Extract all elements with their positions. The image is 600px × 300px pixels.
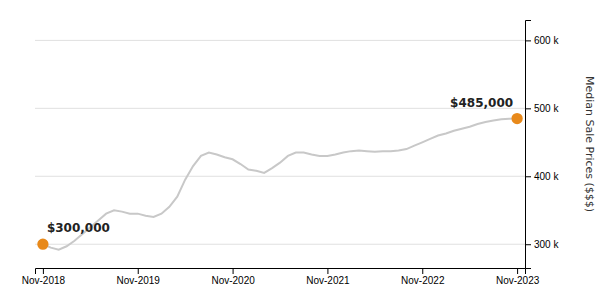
y-tick: 500 k [525, 103, 559, 114]
data-label: $300,000 [47, 221, 110, 235]
x-tick-label: Nov-2019 [117, 275, 161, 286]
x-tick: Nov-2021 [306, 268, 350, 286]
y-axis: 300 k 400 k 500 k 600 k [525, 21, 559, 269]
x-tick: Nov-2020 [211, 268, 255, 286]
y-axis-line [526, 21, 532, 269]
y-axis-title: Median Sale Prices ($$$) [583, 76, 596, 212]
data-label: $485,000 [450, 96, 513, 110]
y-tick-label: 300 k [534, 239, 559, 250]
x-tick-mark [327, 268, 328, 274]
grid-line [35, 176, 525, 177]
y-tick-mark [525, 244, 531, 245]
point [37, 239, 48, 250]
x-axis: Nov-2018 Nov-2019 Nov-2020 Nov-2021 Nov-2022… [22, 268, 540, 286]
x-tick-label: Nov-2018 [22, 275, 66, 286]
y-tick-label: 600 k [534, 35, 559, 46]
data-labels: $300,000 $485,000 [47, 96, 513, 236]
x-tick-mark [422, 268, 423, 274]
x-tick-label: Nov-2022 [401, 275, 445, 286]
y-tick: 400 k [525, 171, 559, 182]
x-tick-label: Nov-2021 [306, 275, 350, 286]
x-tick-mark [138, 268, 139, 274]
x-tick: Nov-2018 [22, 268, 66, 286]
chart: $300,000 $485,000 Nov-2018 Nov-2019 Nov-2020… [0, 0, 600, 300]
x-axis-line [36, 269, 526, 275]
y-tick-mark [525, 176, 531, 177]
x-tick: Nov-2023 [496, 268, 540, 286]
grid-line [35, 40, 525, 41]
y-tick-mark [525, 108, 531, 109]
x-tick-mark [517, 268, 518, 274]
marks [37, 113, 522, 250]
x-tick-mark [43, 268, 44, 274]
x-tick-label: Nov-2023 [496, 275, 540, 286]
x-tick: Nov-2022 [401, 268, 445, 286]
x-tick: Nov-2019 [117, 268, 161, 286]
x-tick-label: Nov-2020 [211, 275, 255, 286]
grid-line [35, 244, 525, 245]
y-tick: 600 k [525, 35, 559, 46]
y-tick-mark [525, 40, 531, 41]
line [43, 119, 517, 250]
point [511, 113, 522, 124]
y-tick: 300 k [525, 239, 559, 250]
y-tick-label: 500 k [534, 103, 559, 114]
plot-area: $300,000 $485,000 Nov-2018 Nov-2019 Nov-2020… [22, 21, 560, 287]
x-tick-mark [233, 268, 234, 274]
y-tick-label: 400 k [534, 171, 559, 182]
